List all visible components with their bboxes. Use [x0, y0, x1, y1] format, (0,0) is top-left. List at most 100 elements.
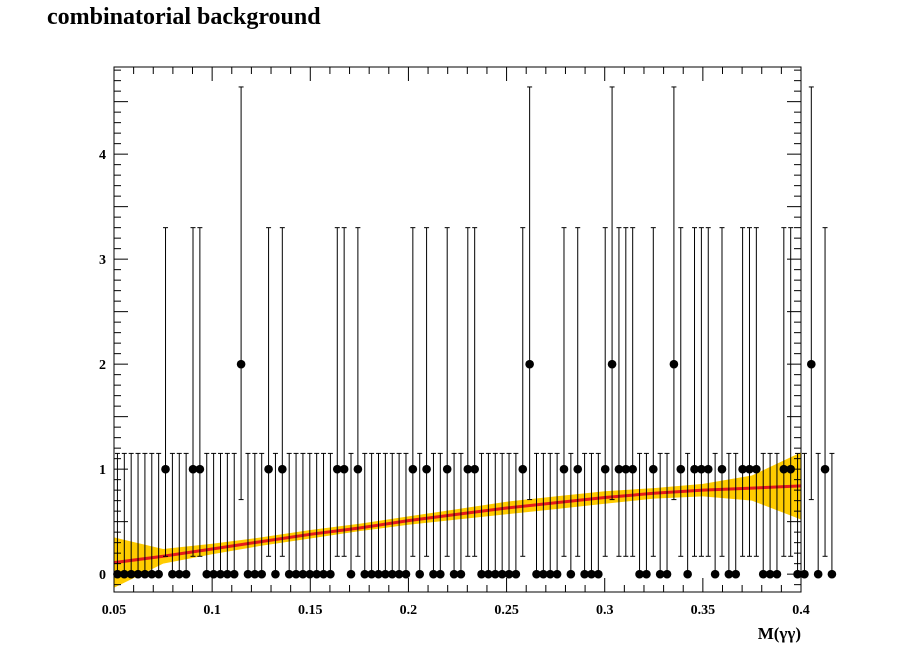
x-tick-label: 0.35	[691, 603, 716, 618]
data-point	[319, 452, 328, 579]
data-point	[765, 452, 775, 579]
data-point	[497, 452, 507, 579]
data-point	[587, 452, 596, 579]
data-point	[772, 452, 782, 579]
data-point	[133, 452, 143, 579]
data-point	[635, 452, 644, 579]
data-point	[511, 452, 521, 579]
data-point	[216, 452, 225, 579]
data-point	[566, 452, 576, 579]
data-point	[367, 452, 376, 579]
data-point	[284, 452, 294, 579]
data-point	[195, 227, 205, 557]
data-point	[827, 452, 837, 579]
data-point	[525, 86, 534, 501]
data-point	[346, 452, 356, 579]
data-point	[332, 227, 342, 557]
data-point	[580, 452, 589, 579]
data-point	[387, 452, 397, 579]
data-point	[223, 452, 232, 579]
x-tick-label: 0.4	[792, 603, 810, 618]
data-point	[394, 452, 404, 579]
data-point	[174, 452, 184, 579]
x-tick-label: 0.3	[596, 603, 614, 618]
data-point	[161, 227, 170, 557]
axis-ticks	[113, 67, 802, 592]
data-point	[326, 452, 335, 579]
plot-frame	[113, 66, 802, 593]
data-point	[188, 227, 198, 557]
data-point	[477, 452, 486, 579]
data-point	[305, 452, 315, 579]
data-point	[168, 452, 177, 579]
y-tick-labels: 0 1 2 3 4	[99, 148, 106, 583]
data-point	[738, 227, 747, 557]
data-point	[703, 227, 713, 557]
data-point	[745, 227, 754, 557]
x-axis-label: M(γγ)	[758, 624, 801, 643]
x-tick-label: 0.1	[203, 603, 221, 618]
x-tick-label: 0.05	[102, 603, 127, 618]
data-point	[312, 452, 321, 579]
x-tick-label: 0.15	[298, 603, 323, 618]
data-point	[813, 452, 823, 579]
data-point	[539, 452, 548, 579]
data-point	[621, 227, 631, 557]
data-point	[381, 452, 390, 579]
y-tick-label: 3	[99, 253, 106, 268]
data-point	[449, 452, 459, 579]
data-points-layer	[113, 86, 837, 579]
data-point	[271, 452, 280, 579]
data-point	[229, 452, 239, 579]
data-point	[559, 227, 569, 557]
error-band	[114, 452, 801, 588]
data-point	[436, 452, 445, 579]
data-point	[731, 452, 741, 579]
data-point	[607, 86, 617, 501]
data-point	[662, 452, 672, 579]
data-point	[257, 452, 267, 579]
data-point	[126, 452, 136, 579]
data-point	[442, 227, 452, 557]
data-point	[264, 227, 273, 557]
data-point	[807, 86, 816, 501]
data-point	[298, 452, 308, 579]
data-point	[154, 452, 163, 579]
data-point	[429, 452, 438, 579]
data-point	[820, 227, 830, 557]
data-point	[415, 452, 425, 579]
data-point	[250, 452, 260, 579]
data-point	[573, 227, 583, 557]
data-point	[353, 227, 363, 557]
data-point	[518, 227, 528, 557]
data-point	[504, 452, 514, 579]
data-point	[697, 227, 706, 557]
data-point	[463, 227, 473, 557]
data-point	[648, 227, 658, 557]
data-point	[339, 227, 349, 557]
data-point	[669, 86, 679, 501]
data-point	[758, 452, 768, 579]
data-point	[236, 86, 246, 501]
chart-title: combinatorial background	[47, 4, 321, 30]
fit-curve	[113, 484, 802, 565]
data-point	[683, 452, 692, 579]
x-tick-labels: 0.05 0.1 0.15 0.2 0.25 0.3 0.35 0.4	[102, 603, 810, 618]
y-tick-label: 1	[99, 463, 106, 478]
data-point	[401, 452, 411, 579]
data-point	[470, 227, 479, 557]
data-point	[752, 227, 761, 557]
data-point	[181, 452, 191, 579]
data-point	[600, 227, 610, 557]
data-point	[209, 452, 218, 579]
data-point	[374, 452, 383, 579]
data-point	[717, 227, 727, 557]
x-tick-label: 0.25	[494, 603, 519, 618]
data-point	[147, 452, 157, 579]
data-point	[140, 452, 150, 579]
data-point	[614, 227, 624, 557]
data-point	[490, 452, 500, 579]
y-tick-label: 4	[99, 148, 106, 163]
data-point	[779, 227, 789, 557]
